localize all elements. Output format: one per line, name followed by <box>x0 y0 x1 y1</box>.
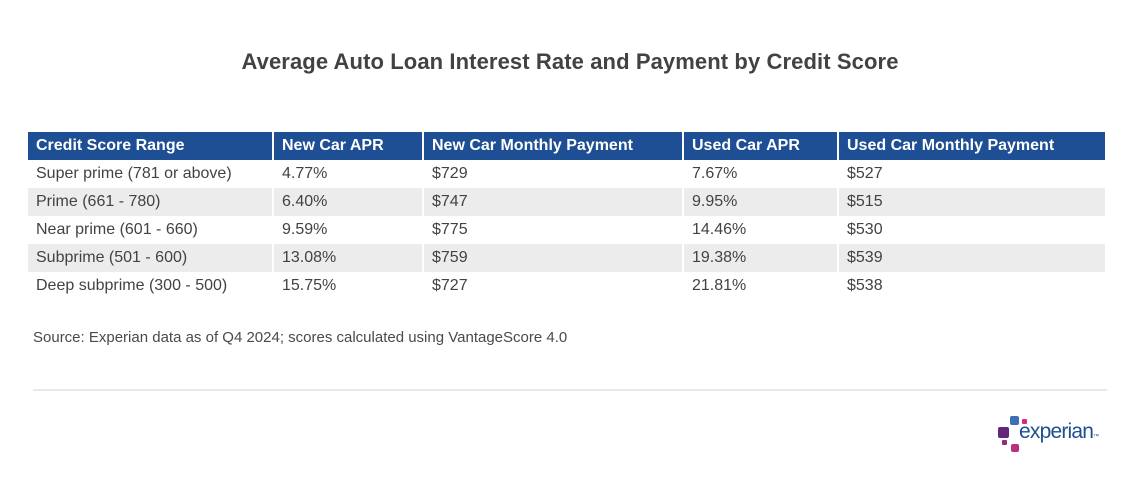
table-cell: $729 <box>422 160 683 188</box>
table-cell: 7.67% <box>682 160 838 188</box>
table-cell: 4.77% <box>272 160 423 188</box>
table-cell: 21.81% <box>682 272 838 300</box>
table-row: Prime (661 - 780) 6.40% $747 9.95% $515 <box>28 188 1105 216</box>
logo-square-magenta-icon <box>1011 444 1019 452</box>
page-title: Average Auto Loan Interest Rate and Paym… <box>241 49 899 74</box>
trademark-symbol: ™ <box>1093 434 1099 440</box>
experian-logo: experian™ <box>998 413 1110 457</box>
table-cell: $759 <box>422 244 683 272</box>
table-cell: 15.75% <box>272 272 423 300</box>
table-cell: Prime (661 - 780) <box>28 188 273 216</box>
table-cell: Subprime (501 - 600) <box>28 244 273 272</box>
logo-wordmark: experian™ <box>1019 420 1099 443</box>
table-cell: $538 <box>837 272 1105 300</box>
table-row: Subprime (501 - 600) 13.08% $759 19.38% … <box>28 244 1105 272</box>
table-cell: Super prime (781 or above) <box>28 160 273 188</box>
table-cell: $747 <box>422 188 683 216</box>
divider <box>33 389 1107 391</box>
table-cell: 13.08% <box>272 244 423 272</box>
column-header-used-car-monthly-payment: Used Car Monthly Payment <box>837 132 1105 160</box>
logo-square-purple-icon <box>998 427 1009 438</box>
column-header-new-car-monthly-payment: New Car Monthly Payment <box>422 132 683 160</box>
table-cell: Deep subprime (300 - 500) <box>28 272 273 300</box>
table-cell: $539 <box>837 244 1105 272</box>
table-row: Deep subprime (300 - 500) 15.75% $727 21… <box>28 272 1105 300</box>
table-cell: $530 <box>837 216 1105 244</box>
logo-square-blue-icon <box>1010 416 1019 425</box>
table-cell: $515 <box>837 188 1105 216</box>
column-header-credit-score-range: Credit Score Range <box>28 132 273 160</box>
auto-loan-rates-table: Credit Score Range New Car APR New Car M… <box>28 132 1105 300</box>
table-cell: $527 <box>837 160 1105 188</box>
table-cell: 9.95% <box>682 188 838 216</box>
table-row: Super prime (781 or above) 4.77% $729 7.… <box>28 160 1105 188</box>
table-header-row: Credit Score Range New Car APR New Car M… <box>28 132 1105 160</box>
table-cell: $775 <box>422 216 683 244</box>
source-note: Source: Experian data as of Q4 2024; sco… <box>33 329 568 346</box>
table-cell: 6.40% <box>272 188 423 216</box>
table-cell: 9.59% <box>272 216 423 244</box>
column-header-used-car-apr: Used Car APR <box>682 132 838 160</box>
logo-square-pink-icon <box>1022 419 1027 424</box>
column-header-new-car-apr: New Car APR <box>272 132 423 160</box>
table-cell: $727 <box>422 272 683 300</box>
table-row: Near prime (601 - 660) 9.59% $775 14.46%… <box>28 216 1105 244</box>
logo-square-violet-icon <box>1002 440 1007 445</box>
table-cell: 14.46% <box>682 216 838 244</box>
table-cell: 19.38% <box>682 244 838 272</box>
table-cell: Near prime (601 - 660) <box>28 216 273 244</box>
